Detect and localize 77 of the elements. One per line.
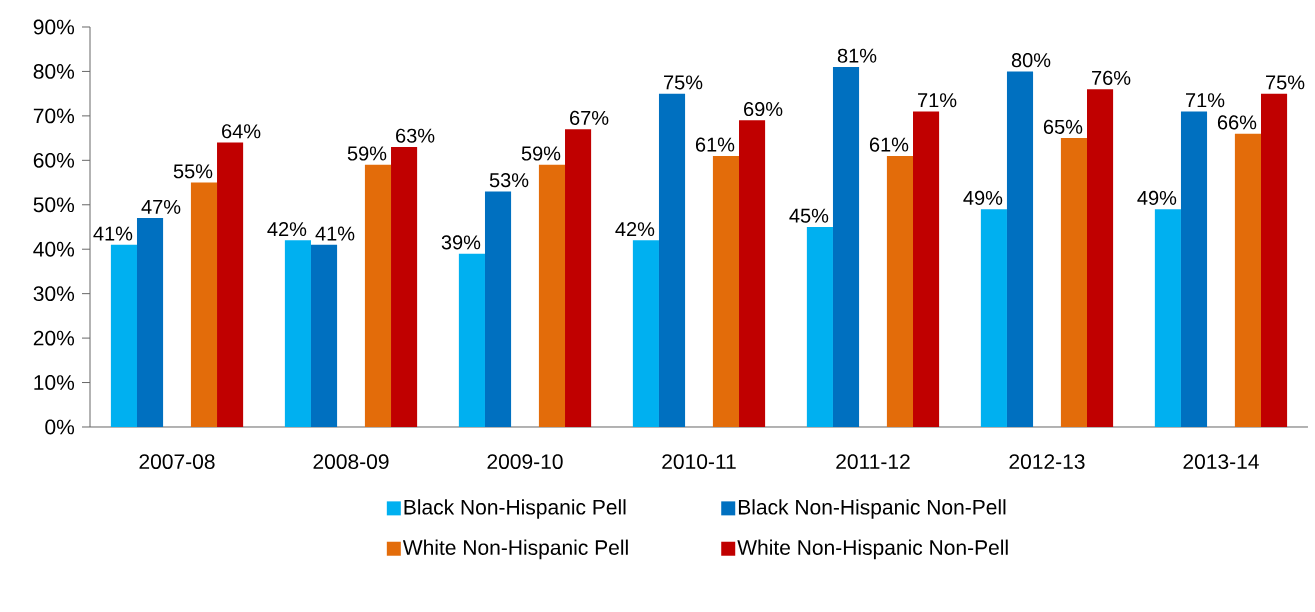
data-label: 53% bbox=[489, 173, 529, 188]
legend-label: Black Non-Hispanic Non-Pell bbox=[738, 499, 1006, 519]
bar bbox=[712, 155, 740, 427]
x-tick-label: 2010-11 bbox=[662, 454, 736, 470]
bar bbox=[1180, 111, 1208, 427]
data-label: 42% bbox=[615, 222, 655, 237]
data-label: 75% bbox=[1266, 75, 1305, 90]
data-label: 55% bbox=[173, 164, 213, 179]
y-tick-label: 30% bbox=[33, 286, 75, 302]
bar bbox=[1154, 209, 1181, 427]
bar bbox=[1234, 133, 1261, 427]
bar bbox=[632, 240, 659, 427]
data-label: 71% bbox=[1186, 93, 1225, 108]
legend-label: White Non-Hispanic Pell bbox=[402, 539, 628, 560]
data-label: 39% bbox=[441, 235, 481, 250]
y-tick-label: 20% bbox=[33, 330, 75, 346]
bar bbox=[1260, 93, 1288, 427]
bar bbox=[110, 244, 137, 427]
bar bbox=[565, 129, 592, 427]
y-tick-label: 0% bbox=[45, 419, 75, 435]
bar bbox=[832, 66, 860, 427]
data-label: 76% bbox=[1092, 70, 1131, 86]
bar bbox=[1060, 138, 1087, 427]
data-label: 41% bbox=[315, 226, 355, 241]
bar bbox=[1006, 71, 1034, 427]
legend-label: White Non-Hispanic Non-Pell bbox=[737, 539, 1008, 560]
data-label: 49% bbox=[1137, 190, 1177, 205]
x-tick-label: 2007-08 bbox=[139, 454, 215, 470]
legend-label: Black Non-Hispanic Pell bbox=[404, 499, 626, 519]
bar bbox=[310, 244, 338, 427]
data-label: 42% bbox=[267, 222, 307, 237]
bar bbox=[136, 218, 164, 427]
data-label: 81% bbox=[837, 48, 877, 63]
bar bbox=[980, 209, 1007, 427]
bar bbox=[739, 120, 766, 427]
data-label: 41% bbox=[93, 226, 133, 241]
y-tick-label: 60% bbox=[33, 152, 75, 168]
data-label: 61% bbox=[695, 137, 735, 152]
bar bbox=[391, 146, 418, 427]
bar bbox=[364, 164, 392, 427]
data-label: 63% bbox=[396, 128, 435, 143]
bar bbox=[806, 226, 833, 427]
bar bbox=[913, 111, 940, 427]
x-tick-label: 2011-12 bbox=[836, 454, 910, 470]
data-label: 47% bbox=[141, 199, 181, 214]
data-label: 65% bbox=[1043, 119, 1083, 134]
x-tick-label: 2008-09 bbox=[313, 454, 389, 470]
data-label: 49% bbox=[963, 190, 1003, 205]
data-label: 67% bbox=[570, 110, 609, 126]
y-tick-label: 50% bbox=[33, 197, 75, 213]
data-label: 61% bbox=[869, 137, 909, 152]
data-label: 75% bbox=[664, 75, 703, 90]
y-tick-label: 40% bbox=[33, 241, 75, 257]
data-label: 69% bbox=[744, 101, 783, 117]
bar bbox=[1087, 89, 1114, 427]
bar bbox=[217, 142, 244, 427]
y-tick-label: 90% bbox=[33, 19, 75, 35]
bar bbox=[190, 182, 218, 427]
bar bbox=[284, 240, 311, 427]
y-tick-label: 80% bbox=[33, 64, 75, 79]
data-label: 59% bbox=[521, 146, 561, 161]
data-label: 80% bbox=[1011, 53, 1051, 68]
x-tick-label: 2009-10 bbox=[487, 454, 563, 470]
bar bbox=[458, 253, 485, 427]
y-tick-label: 70% bbox=[33, 108, 75, 124]
data-label: 45% bbox=[789, 208, 829, 223]
bar bbox=[538, 164, 566, 427]
data-label: 71% bbox=[918, 93, 957, 108]
bar bbox=[658, 93, 686, 427]
data-label: 66% bbox=[1217, 115, 1257, 130]
x-tick-label: 2013-14 bbox=[1183, 454, 1259, 470]
data-label: 59% bbox=[347, 146, 387, 161]
data-label: 64% bbox=[222, 124, 261, 139]
y-tick-label: 10% bbox=[34, 375, 75, 390]
x-tick-label: 2012-13 bbox=[1009, 454, 1085, 470]
bar bbox=[484, 191, 512, 427]
bar bbox=[886, 155, 914, 427]
